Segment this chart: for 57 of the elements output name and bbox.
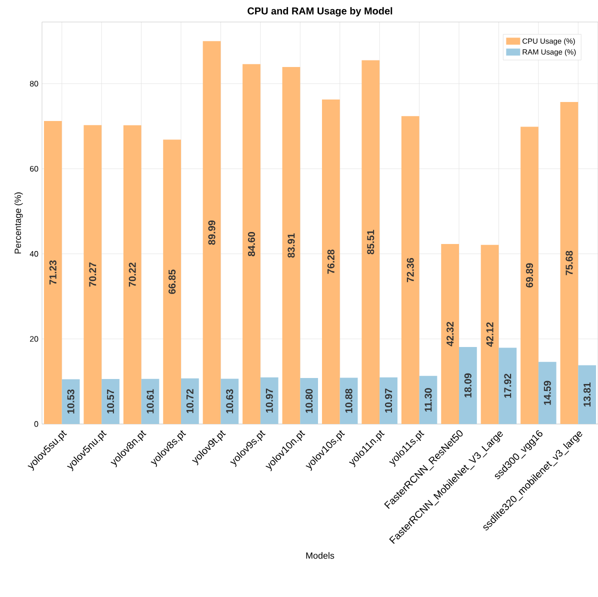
data-label: 72.36 [406,258,414,282]
data-label: 17.92 [504,374,512,398]
bar [181,378,199,424]
bar [401,116,420,424]
data-label: 18.09 [464,373,472,398]
data-label: 10.72 [186,389,194,414]
bar [242,64,260,424]
chart-title: CPU and RAM Usage by Model [248,7,392,16]
bar [480,244,499,424]
bar [163,140,182,424]
bar [62,379,80,424]
x-axis-title: Models [306,552,334,559]
data-label: 10.63 [226,389,234,414]
bar [300,378,318,424]
bar [260,377,278,424]
data-label: 71.23 [49,260,56,285]
data-label: 10.61 [146,389,154,414]
data-label: 10.97 [384,388,392,413]
bar [419,376,438,424]
data-label: 70.27 [89,262,96,287]
bar [84,125,102,424]
y-axis-title: Percentage (%) [14,192,23,254]
bar [538,362,556,424]
data-label: 10.80 [306,388,313,413]
bar [578,365,596,424]
bar [123,125,142,424]
data-label: 42.12 [486,322,494,347]
bar [459,347,477,424]
data-label: 10.88 [345,388,352,413]
data-label: 76.28 [327,250,334,274]
data-label: 75.68 [566,250,573,276]
data-label: 13.81 [584,382,591,406]
data-label: 10.53 [67,389,74,414]
data-label: 70.22 [128,262,136,287]
bar [282,67,300,424]
data-label: 83.91 [288,233,295,258]
data-label: 69.89 [526,263,534,288]
bar [441,244,460,424]
data-label: 42.32 [446,322,454,346]
bar [498,348,517,424]
bar [322,100,340,424]
data-label: 10.57 [106,389,114,414]
bar [202,41,221,424]
data-label: 89.99 [208,220,216,245]
data-label: 11.30 [424,388,432,412]
bar [102,379,120,424]
data-label: 85.51 [367,230,374,254]
data-label: 66.85 [168,270,176,294]
bar [520,126,538,424]
bar [44,120,62,424]
bar [380,377,398,424]
bar [220,378,239,424]
bar [560,102,578,424]
data-label: 84.60 [248,232,256,256]
data-label: 14.59 [544,380,551,405]
bar [362,60,380,424]
data-label: 10.97 [266,388,273,413]
